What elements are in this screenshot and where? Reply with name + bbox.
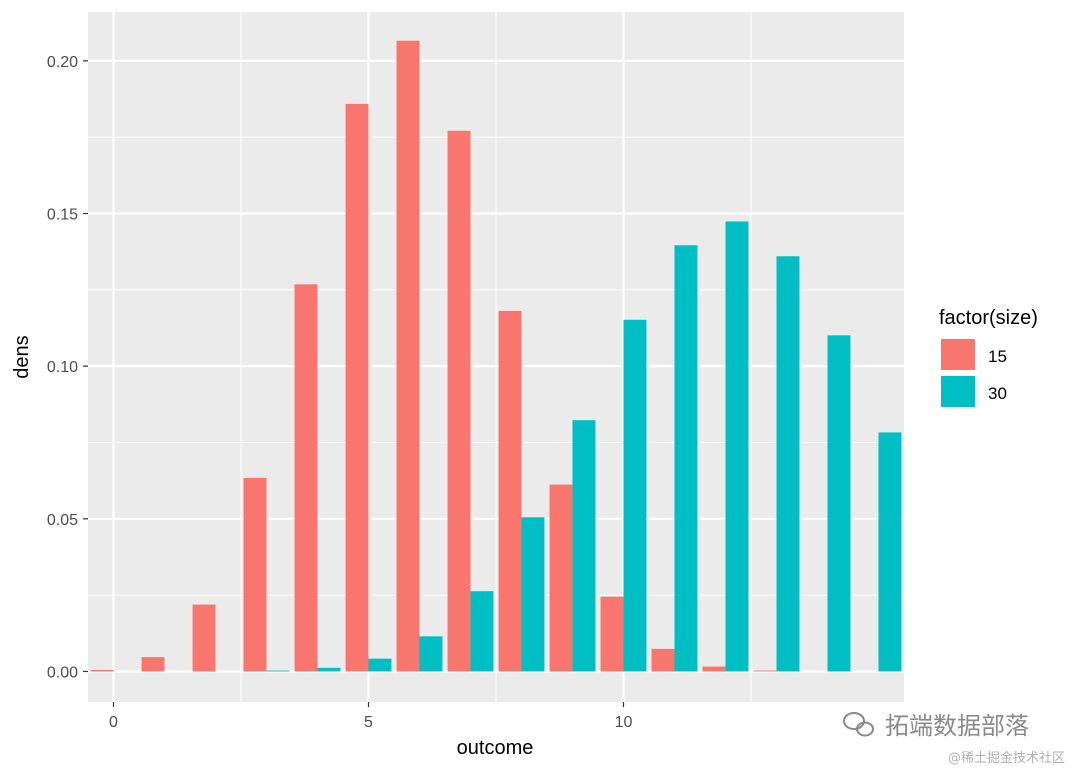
- watermark: 拓端数据部落 @稀土掘金技术社区: [843, 712, 1065, 766]
- bar-15-2: [192, 604, 216, 672]
- y-axis-title: dens: [11, 335, 33, 378]
- bar-30-4: [317, 667, 341, 672]
- watermark-main: 拓端数据部落: [885, 712, 1029, 740]
- bar-15-7: [447, 130, 471, 672]
- y-tick-label: 0.15: [47, 207, 78, 224]
- bar-30-9: [572, 420, 596, 672]
- x-tick-label: 0: [109, 714, 118, 731]
- bar-15-0: [90, 669, 114, 672]
- x-tick-label: 5: [364, 714, 373, 731]
- bar-15-5: [345, 103, 369, 672]
- bar-30-14: [827, 335, 851, 672]
- x-axis-title: outcome: [457, 737, 534, 759]
- bars: [90, 40, 902, 672]
- bar-30-8: [521, 517, 545, 672]
- y-tick-label: 0.00: [47, 664, 78, 681]
- y-tick-label: 0.10: [47, 359, 78, 376]
- bar-15-6: [396, 40, 420, 672]
- y-tick-label: 0.05: [47, 512, 78, 529]
- wechat-icon: [843, 712, 874, 737]
- legend-title: factor(size): [939, 307, 1038, 329]
- bar-30-15: [878, 432, 902, 672]
- watermark-sub: @稀土掘金技术社区: [948, 750, 1065, 766]
- bar-15-13: [753, 670, 777, 672]
- legend-label-30: 30: [988, 384, 1007, 403]
- bar-15-9: [549, 484, 573, 672]
- legend-key-30: [941, 376, 975, 407]
- bar-30-12: [725, 221, 749, 672]
- axes: 0 5 10 0.00 0.05 0.10 0.15 0.20: [47, 54, 633, 731]
- x-tick-label: 10: [615, 714, 633, 731]
- bar-30-6: [419, 636, 443, 672]
- legend-key-15: [941, 339, 975, 370]
- y-tick-label: 0.20: [47, 54, 78, 71]
- bar-30-7: [470, 591, 494, 672]
- bar-30-3: [266, 670, 290, 672]
- bar-30-11: [674, 245, 698, 672]
- legend: factor(size) 15 30: [939, 307, 1038, 407]
- bar-30-10: [623, 319, 647, 672]
- bar-30-13: [776, 256, 800, 672]
- bar-15-12: [702, 666, 726, 672]
- bar-30-5: [368, 658, 392, 672]
- legend-label-15: 15: [988, 347, 1007, 366]
- bar-15-8: [498, 310, 522, 672]
- bar-15-11: [651, 648, 675, 672]
- bar-15-10: [600, 596, 624, 672]
- bar-15-4: [294, 284, 318, 672]
- bar-15-1: [141, 657, 165, 672]
- bar-15-3: [243, 477, 267, 672]
